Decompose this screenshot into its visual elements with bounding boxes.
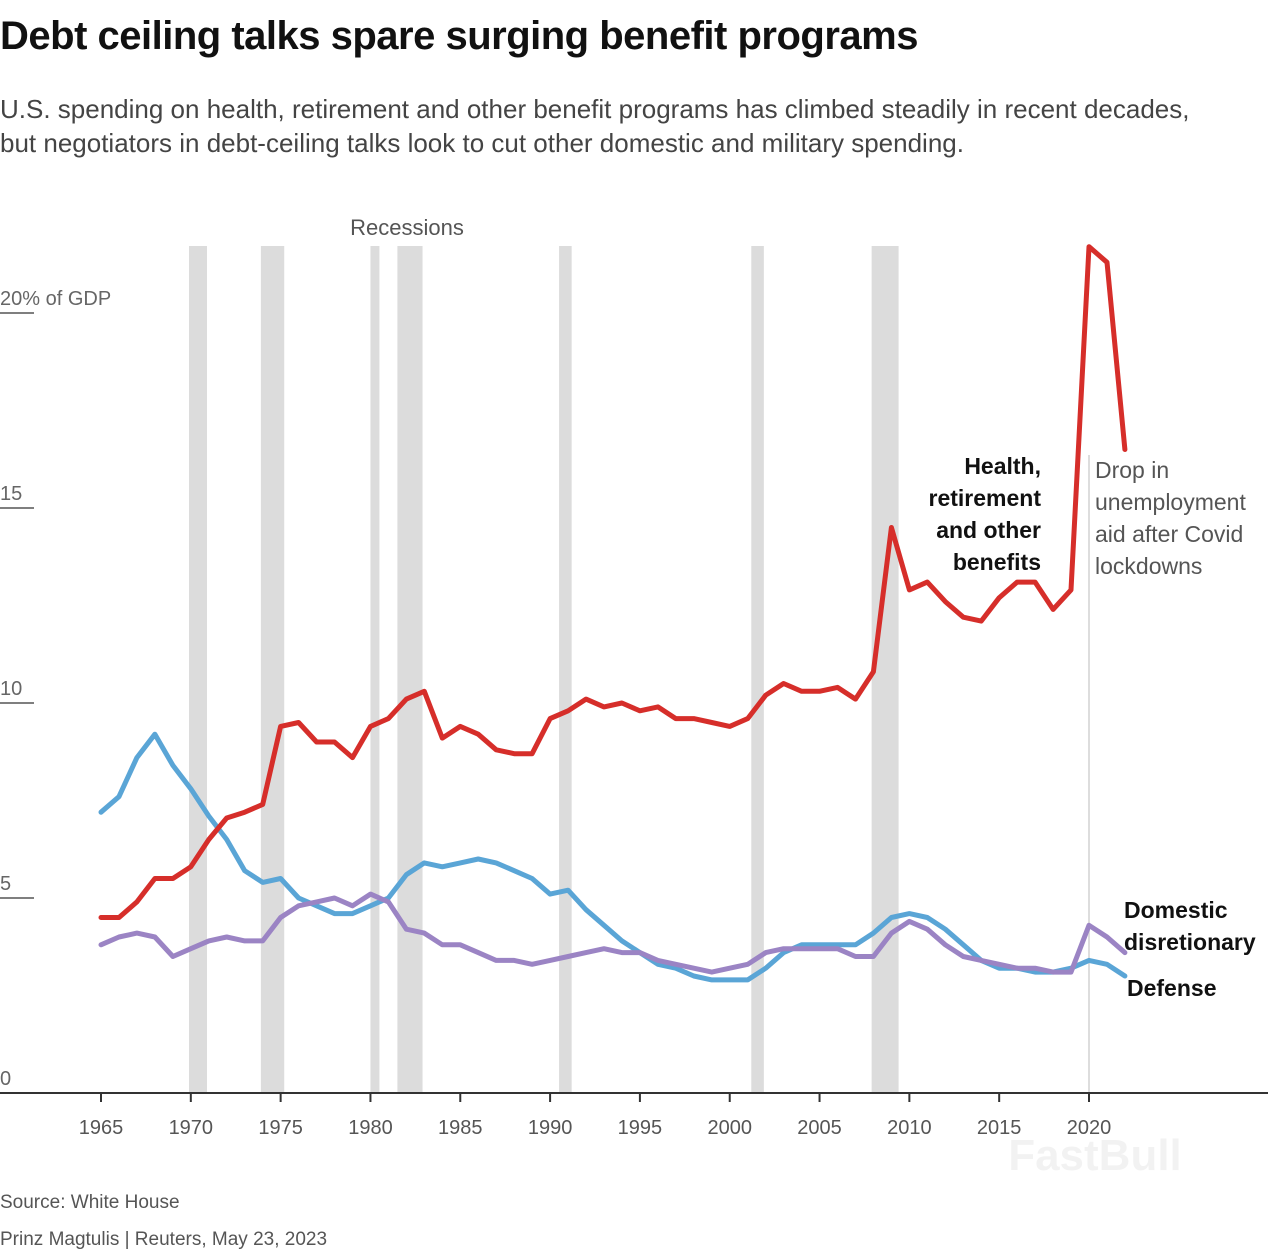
series-label: and other: [936, 517, 1041, 543]
x-axis: 1965 1970 1975 1980 1985 1990 1995 2000 2005 2010…: [0, 1092, 1268, 1139]
recession-band: [751, 246, 764, 1093]
x-tick-label: 2020: [1067, 1117, 1112, 1139]
source-note: Source: White House: [0, 1192, 180, 1213]
x-tick-label: 1975: [258, 1117, 303, 1139]
series-label: Health,: [964, 453, 1041, 479]
chart-subtitle: U.S. spending on health, retirement and …: [0, 94, 1190, 158]
x-tick-label: 1995: [618, 1117, 663, 1139]
series-label: benefits: [953, 549, 1041, 575]
recession-band: [189, 246, 207, 1093]
recession-band: [559, 246, 572, 1093]
recessions-label: Recessions: [350, 215, 464, 240]
byline: Prinz Magtulis | Reuters, May 23, 2023: [0, 1229, 328, 1250]
y-tick-label: 20% of GDP: [0, 288, 111, 310]
annotation-text: Drop in: [1095, 457, 1169, 483]
annotation-text: aid after Covid: [1095, 521, 1243, 547]
series-lines: [98, 244, 1128, 983]
recession-band: [397, 246, 423, 1093]
annotation: Drop in unemployment aid after Covid lockdo…: [1095, 457, 1246, 579]
x-tick-label: 1985: [438, 1117, 483, 1139]
y-axis: 0 5 10 15 20% of GDP: [0, 288, 111, 1090]
recession-band: [370, 246, 380, 1093]
x-tick-label: 2010: [887, 1117, 932, 1139]
y-tick-label: 0: [0, 1068, 11, 1090]
x-tick-label: 2000: [707, 1117, 752, 1139]
series-label: retirement: [929, 485, 1042, 511]
series-labels: Health, retirement and other benefits Domest…: [929, 453, 1256, 1001]
annotation-text: unemployment: [1095, 489, 1246, 515]
x-tick-label: 2015: [977, 1117, 1022, 1139]
x-tick-label: 1980: [348, 1117, 393, 1139]
recession-band: [260, 246, 285, 1093]
recession-bands: [189, 246, 899, 1093]
series-label: disretionary: [1124, 929, 1256, 955]
series-line-defense: [98, 731, 1128, 983]
x-tick-label: 1990: [528, 1117, 573, 1139]
annotation-text: lockdowns: [1095, 553, 1202, 579]
y-tick-label: 5: [0, 873, 11, 895]
x-tick-label: 1965: [79, 1117, 124, 1139]
series-line-domestic-disretionary: [98, 891, 1128, 975]
y-tick-label: 10: [0, 678, 22, 700]
series-label: Domestic: [1124, 897, 1228, 923]
series-line-health-retirement-and-other-benefits: [98, 244, 1128, 920]
series-label: Defense: [1127, 975, 1216, 1001]
chart-title: Debt ceiling talks spare surging benefit…: [0, 14, 918, 58]
watermark: FastBull: [1008, 1131, 1182, 1180]
x-tick-label: 2005: [797, 1117, 842, 1139]
y-tick-label: 15: [0, 483, 22, 505]
x-tick-label: 1970: [169, 1117, 214, 1139]
